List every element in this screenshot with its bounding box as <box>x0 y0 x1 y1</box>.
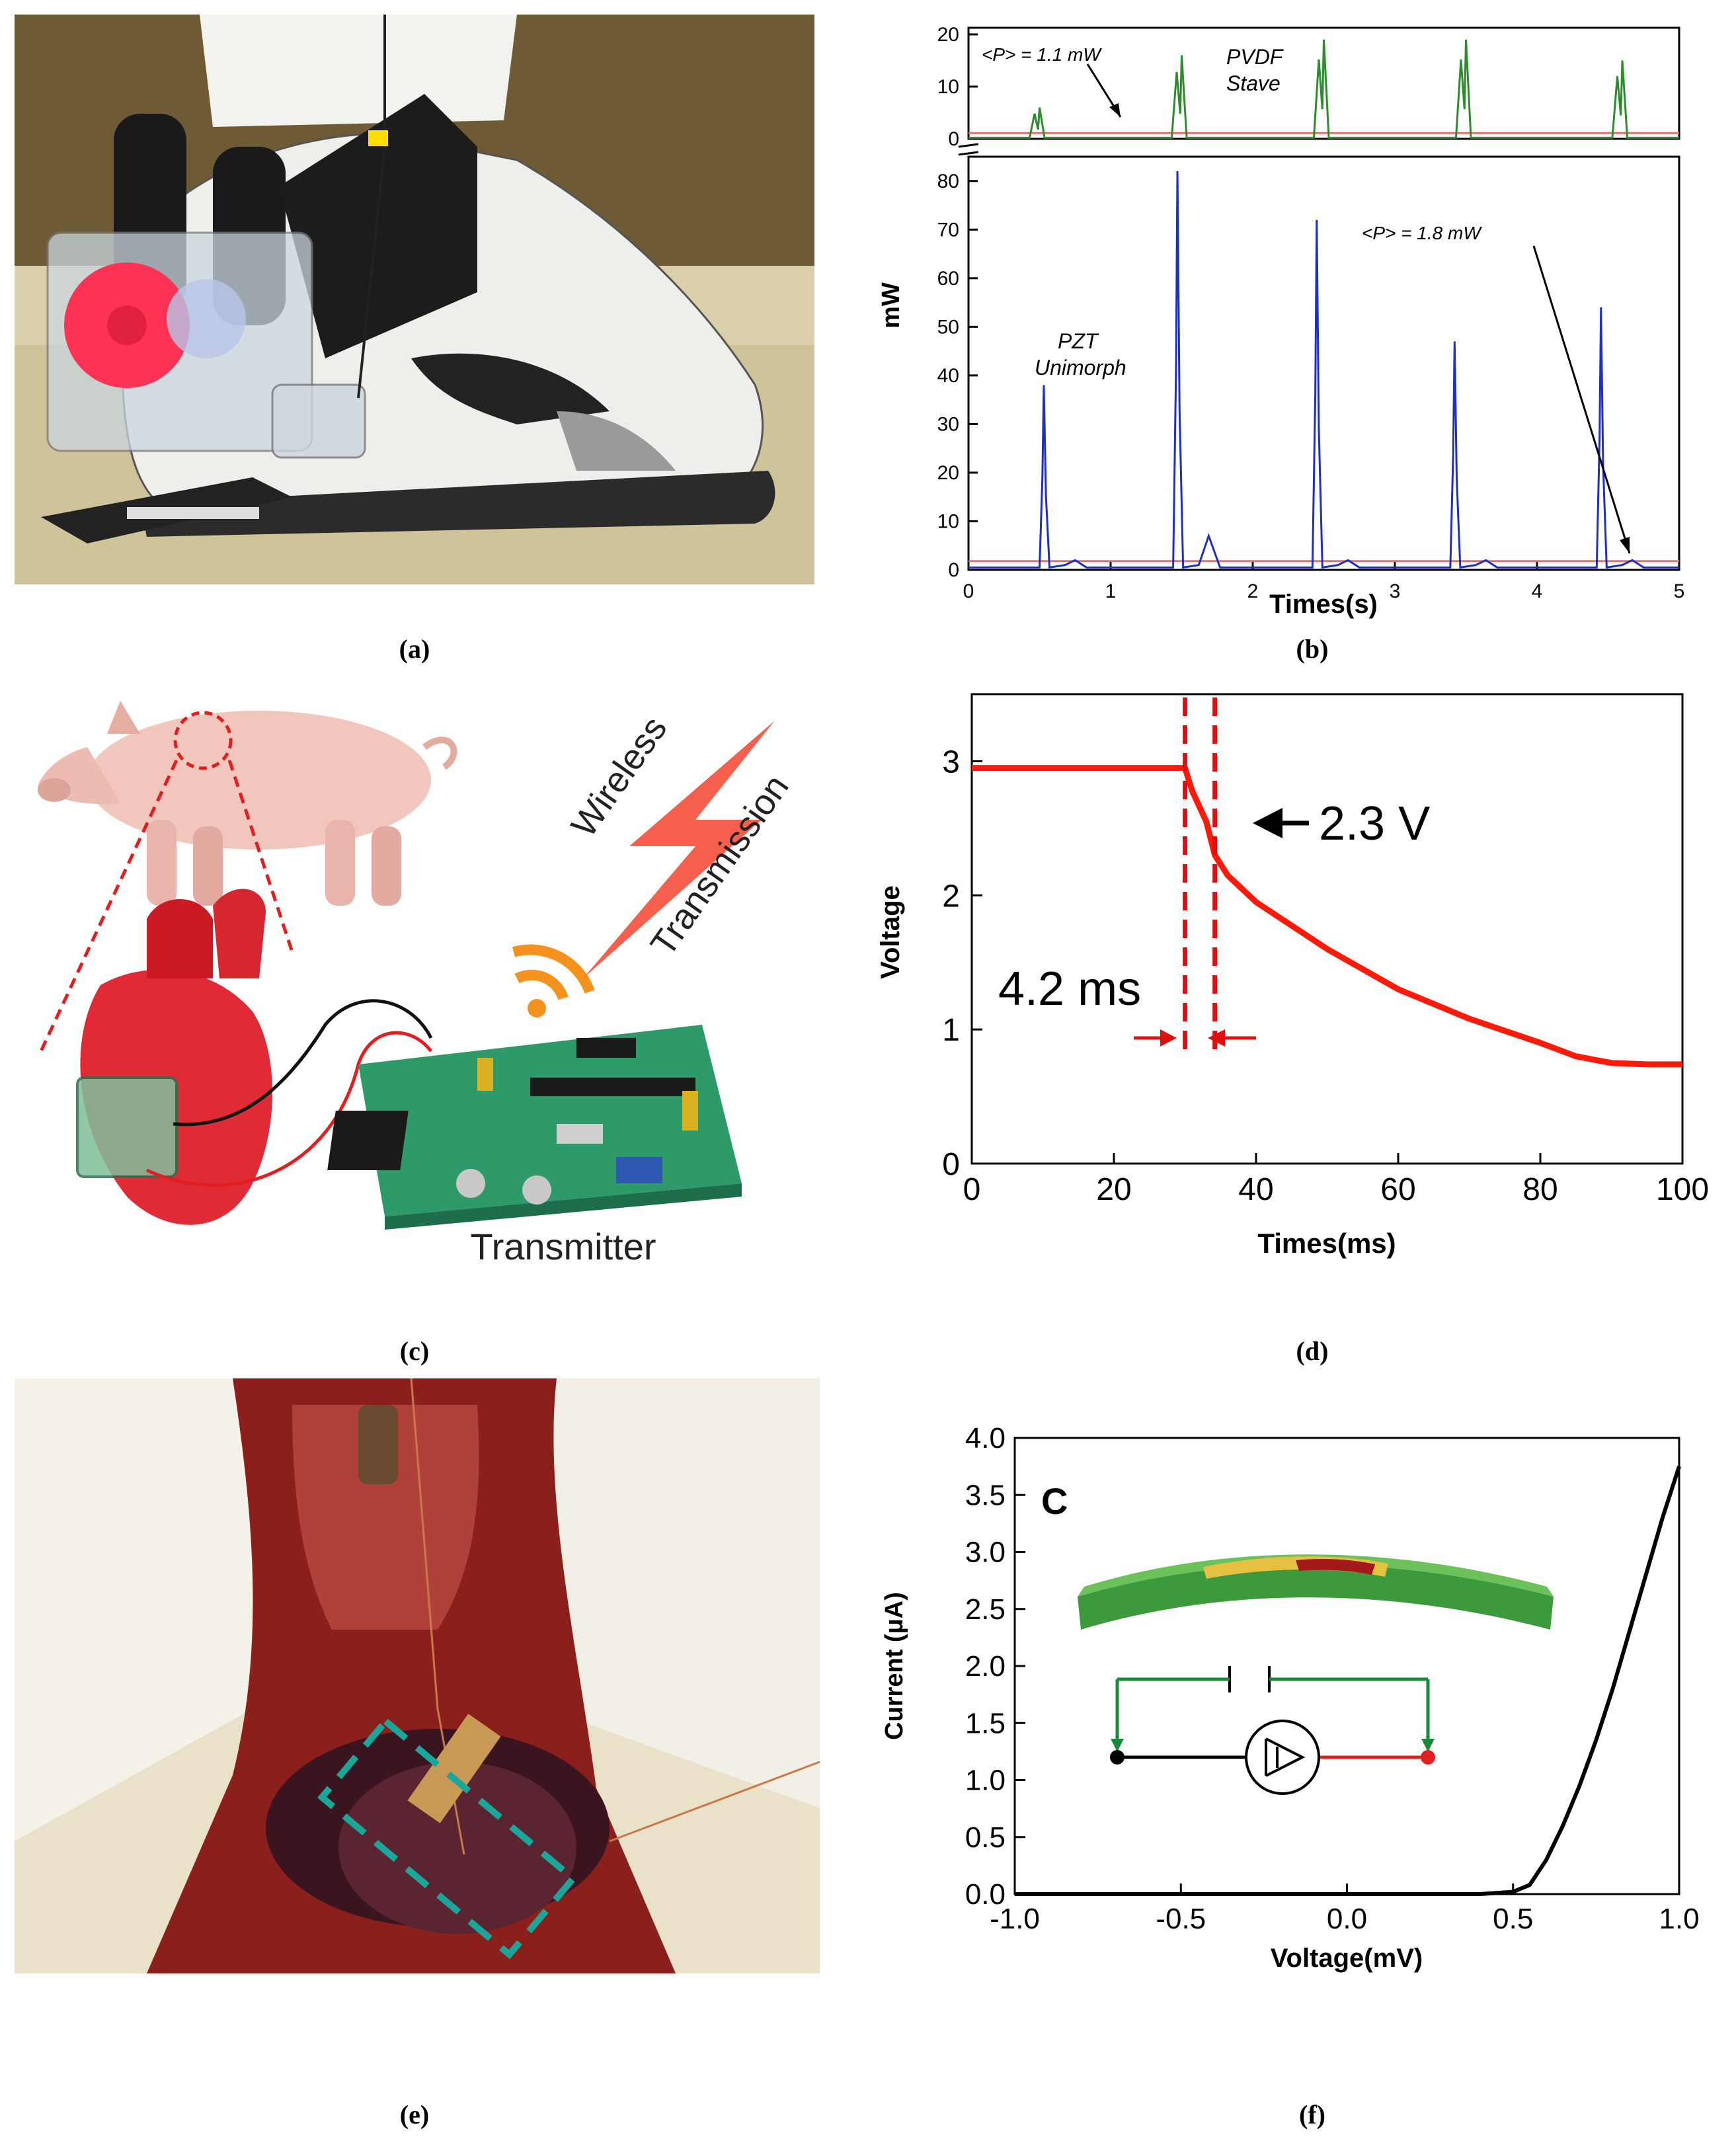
caption-e: (e) <box>399 2100 430 2129</box>
chart-b-top-ytick-label: 20 <box>937 24 959 46</box>
chart-b-bottom-ytick-label: 30 <box>937 413 959 435</box>
caption-b: (b) <box>1296 634 1329 664</box>
chart-f-frame <box>1013 1437 1680 1895</box>
chart-b-bottom-ytick-label: 40 <box>937 365 959 387</box>
chart-f-ytick-label: 0.0 <box>965 1878 1006 1911</box>
bent-beam-device-icon <box>1078 1554 1554 1630</box>
transmission-label: Transmission <box>643 768 797 963</box>
chart-b-annotation-pzt: PZT <box>1058 329 1099 353</box>
chart-d-ytick-label: 2 <box>942 879 960 914</box>
chart-f-ytick-label: 4.0 <box>965 1422 1006 1454</box>
chart-d-annotation-voltage: 2.3 V <box>1319 797 1430 850</box>
chart-f-ytick-label: 3.5 <box>965 1479 1006 1511</box>
chart-b-bottom-ytick-label: 70 <box>937 219 959 241</box>
chart-d-ytick-label: 0 <box>942 1147 960 1182</box>
pig-illustration <box>38 701 457 906</box>
chart-b-series-pzt <box>968 171 1679 569</box>
chart-d-frame <box>970 693 1684 1165</box>
chart-b-annotation-pvdf-avg: <P> = 1.1 mW <box>982 44 1102 65</box>
wifi-icon <box>512 944 595 1017</box>
chart-d-annotation-time: 4.2 ms <box>998 963 1141 1015</box>
chart-b-top-ytick-label: 10 <box>937 76 959 98</box>
device-highlight-box <box>317 1716 578 1960</box>
chart-b-annotation-stave: Stave <box>1226 71 1281 95</box>
chart-d-ylabel: Voltage <box>876 885 905 979</box>
chart-f-ytick-label: 2.5 <box>965 1593 1006 1626</box>
chart-b-bottom-ytick-label: 80 <box>937 171 959 192</box>
chart-f-xlabel: Voltage(mV) <box>1271 1944 1423 1973</box>
chart-d-xtick-label: 0 <box>963 1172 981 1207</box>
transmitter-label: Transmitter <box>470 1226 656 1263</box>
chart-f-xtick-label: 0.5 <box>1493 1903 1533 1935</box>
pig-heart-transmitter-illustration: Wireless Transmission Transmitter <box>38 701 797 1263</box>
chart-b-xtick-label: 4 <box>1532 580 1543 602</box>
chart-f-xtick-label: -0.5 <box>1156 1903 1206 1935</box>
chart-f-xtick-label: 1.0 <box>1659 1903 1699 1935</box>
caption-a: (a) <box>399 634 430 664</box>
caption-f: (f) <box>1299 2100 1325 2129</box>
chart-f: -1.0 -0.5 0.0 0.5 1.0 0.0 0.5 1.0 1.5 2.0 2.5 3.0 3.… <box>881 1422 1700 1973</box>
caption-c: (c) <box>399 1336 430 1366</box>
chart-f-ylabel: Current (μA) <box>881 1592 908 1740</box>
chart-b-arrow-pzt <box>1532 245 1631 554</box>
heart-illustration <box>76 889 273 1225</box>
chart-d-xtick-label: 60 <box>1380 1172 1415 1207</box>
caption-d: (d) <box>1296 1336 1329 1366</box>
chart-b-bottom-ytick-label: 60 <box>937 268 959 290</box>
chart-d-ytick-label: 1 <box>942 1013 960 1048</box>
chart-b-xlabel: Times(s) <box>1269 590 1378 619</box>
chart-b-bottom-ytick-label: 10 <box>937 510 959 532</box>
chart-d-xtick-label: 80 <box>1522 1172 1558 1207</box>
chart-b-xtick-label: 3 <box>1390 580 1401 602</box>
chart-b-annotation-pzt-avg: <P> = 1.8 mW <box>1362 223 1482 243</box>
chart-d-xtick-label: 100 <box>1656 1172 1709 1207</box>
chart-f-xtick-label: -1.0 <box>990 1903 1040 1935</box>
chart-f-ytick-label: 1.0 <box>965 1765 1006 1797</box>
chart-d: 0 20 40 60 80 100 0 1 2 3 2.3 V 4.2 ms Voltage Ti… <box>876 693 1709 1259</box>
chart-d-ytick-label: 3 <box>942 744 960 779</box>
chart-d-xtick-label: 40 <box>1238 1172 1273 1207</box>
chart-f-ytick-label: 2.0 <box>965 1650 1006 1683</box>
chart-b-series-pvdf <box>968 39 1679 139</box>
diode-circuit-icon <box>1110 1666 1435 1795</box>
chart-b: 0 10 20 0 10 20 30 40 50 60 70 80 0 1 2 3 4 5 <P> = 1.1… <box>877 24 1685 619</box>
chart-b-xtick-label: 0 <box>963 580 974 602</box>
shoe-harvester-photo <box>15 15 814 584</box>
chart-f-ytick-label: 3.0 <box>965 1536 1006 1569</box>
chart-b-bottom-frame <box>967 155 1680 571</box>
chart-b-xtick-label: 5 <box>1674 580 1685 602</box>
pig-heart-marker <box>173 711 233 770</box>
chart-b-annotation-pvdf: PVDF <box>1226 45 1284 69</box>
chart-b-xtick-label: 2 <box>1247 580 1259 602</box>
chart-d-xlabel: Times(ms) <box>1257 1228 1396 1259</box>
chart-b-annotation-unimorph: Unimorph <box>1035 356 1126 379</box>
implant-surgery-photo <box>15 1378 820 1973</box>
chart-f-ytick-label: 1.5 <box>965 1707 1006 1739</box>
chart-f-inset-letter: C <box>1041 1480 1068 1522</box>
chart-d-xtick-label: 20 <box>1096 1172 1131 1207</box>
chart-f-xtick-label: 0.0 <box>1327 1903 1367 1935</box>
chart-b-bottom-ytick-label: 0 <box>948 559 959 581</box>
chart-b-xtick-label: 1 <box>1105 580 1117 602</box>
chart-f-ytick-label: 0.5 <box>965 1821 1006 1854</box>
chart-b-bottom-ytick-label: 20 <box>937 462 959 484</box>
chart-b-top-ytick-label: 0 <box>948 128 959 150</box>
transmitter-board <box>327 1025 742 1230</box>
chart-b-ylabel: mW <box>877 282 905 329</box>
chart-b-bottom-ytick-label: 50 <box>937 316 959 338</box>
